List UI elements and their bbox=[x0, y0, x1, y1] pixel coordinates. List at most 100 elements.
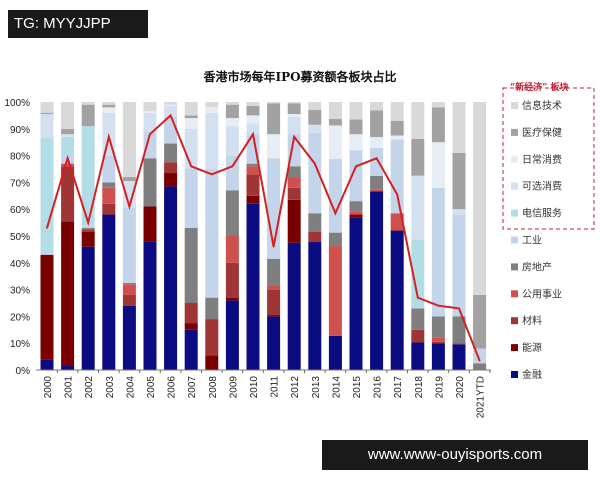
bar-segment bbox=[452, 316, 466, 344]
y-tick-label: 80% bbox=[10, 152, 30, 163]
legend-swatch bbox=[511, 128, 518, 136]
bar-segment bbox=[328, 246, 342, 336]
legend-label: 工业 bbox=[522, 235, 542, 247]
bar-segment bbox=[102, 187, 116, 204]
bar-segment bbox=[431, 343, 445, 370]
watermark-top: TG: MYYJJPP bbox=[8, 10, 148, 38]
bar-segment bbox=[225, 190, 239, 236]
line-series bbox=[46, 113, 481, 361]
bar-segment bbox=[205, 297, 219, 320]
bar-segment bbox=[308, 102, 322, 111]
bar-segment bbox=[452, 209, 466, 215]
bar-segment bbox=[40, 359, 54, 370]
x-tick-label: 2002 bbox=[84, 376, 95, 399]
y-tick-label: 100% bbox=[4, 98, 30, 109]
y-tick-label: 90% bbox=[10, 125, 30, 136]
legend-label: 日常消费 bbox=[522, 153, 562, 166]
bar-segment bbox=[349, 150, 363, 202]
legend-swatch bbox=[511, 155, 518, 163]
bar-segment bbox=[267, 102, 281, 104]
x-tick-label: 2010 bbox=[249, 376, 260, 399]
bar-segment bbox=[184, 329, 198, 370]
bar-segment bbox=[308, 124, 322, 133]
y-tick-label: 0% bbox=[16, 366, 31, 377]
bar-segment bbox=[122, 294, 136, 306]
legend-group-label: “新经济” 板块 bbox=[510, 81, 569, 93]
bar-segment bbox=[164, 143, 178, 163]
bar-segment bbox=[246, 203, 260, 370]
bar-segment bbox=[452, 344, 466, 370]
bar-segment bbox=[370, 175, 384, 190]
bar-segment bbox=[390, 213, 404, 230]
bar-segment bbox=[122, 102, 136, 178]
bar-segment bbox=[40, 253, 54, 255]
line-point bbox=[66, 157, 69, 160]
line-point bbox=[334, 212, 337, 215]
bar-segment bbox=[81, 231, 95, 247]
bar-segment bbox=[390, 102, 404, 121]
bar-segment bbox=[122, 207, 136, 283]
bar-segment bbox=[40, 114, 54, 139]
legend-label: 电信服务 bbox=[522, 207, 562, 220]
x-tick-label: 2012 bbox=[290, 376, 301, 399]
bar-segment bbox=[370, 147, 384, 176]
bar-segment bbox=[164, 106, 178, 117]
bar-segment bbox=[61, 365, 75, 370]
new-economy-box bbox=[502, 87, 595, 230]
x-tick-label: 2008 bbox=[208, 376, 219, 399]
bar-segment bbox=[349, 102, 363, 120]
legend-swatch bbox=[511, 263, 518, 271]
bar-segment bbox=[81, 126, 95, 226]
bar-segment bbox=[102, 203, 116, 215]
bar-segment bbox=[452, 152, 466, 210]
bar-segment bbox=[267, 289, 281, 316]
bar-segment bbox=[349, 211, 363, 215]
bar-segment bbox=[452, 214, 466, 317]
bar-segment bbox=[287, 114, 301, 117]
line-point bbox=[458, 307, 460, 310]
bar-segment bbox=[61, 134, 75, 137]
legend-label: 信息技术 bbox=[522, 99, 562, 112]
chart-title: 香港市场每年IPO募资额各板块占比 bbox=[203, 70, 397, 84]
bar-segment bbox=[267, 103, 281, 135]
bar-segment bbox=[287, 166, 301, 178]
y-tick-label: 70% bbox=[10, 178, 30, 189]
bar-segment bbox=[246, 115, 260, 124]
bar-segment bbox=[287, 116, 301, 135]
bar-segment bbox=[308, 231, 322, 243]
bar-segment bbox=[164, 104, 178, 107]
bar-segment bbox=[411, 138, 425, 176]
bar-segment bbox=[81, 102, 95, 105]
bar-segment bbox=[102, 102, 116, 105]
bar-segment bbox=[225, 297, 239, 301]
bar-segment bbox=[205, 355, 219, 370]
legend-label: 材料 bbox=[522, 314, 542, 327]
line-point bbox=[252, 133, 254, 135]
x-tick-label: 2018 bbox=[414, 376, 425, 399]
bar-segment bbox=[411, 175, 425, 240]
legend-label: 能源 bbox=[522, 341, 542, 354]
bar-segment bbox=[40, 254, 54, 360]
bar-segment bbox=[122, 284, 136, 295]
line-point bbox=[417, 296, 419, 299]
x-tick-label: 2007 bbox=[187, 376, 198, 399]
bar-segment bbox=[225, 300, 239, 370]
bar-segment bbox=[452, 343, 466, 345]
bar-segment bbox=[390, 230, 404, 370]
bar-segment bbox=[61, 221, 75, 366]
bar-segment bbox=[390, 229, 404, 231]
bar-segment bbox=[287, 102, 301, 104]
line-point bbox=[478, 359, 481, 362]
bar-segment bbox=[81, 246, 95, 370]
x-tick-label: 2015 bbox=[352, 376, 363, 399]
bar-segment bbox=[287, 199, 301, 243]
y-tick-label: 30% bbox=[10, 286, 30, 297]
bar-segment bbox=[328, 125, 342, 159]
bar-segment bbox=[328, 158, 342, 233]
bar-segment bbox=[328, 118, 342, 126]
bar-segment bbox=[246, 123, 260, 135]
bar-segment bbox=[308, 242, 322, 370]
bar-segment bbox=[390, 135, 404, 140]
bar-segment bbox=[81, 229, 95, 232]
line-point bbox=[211, 173, 213, 176]
